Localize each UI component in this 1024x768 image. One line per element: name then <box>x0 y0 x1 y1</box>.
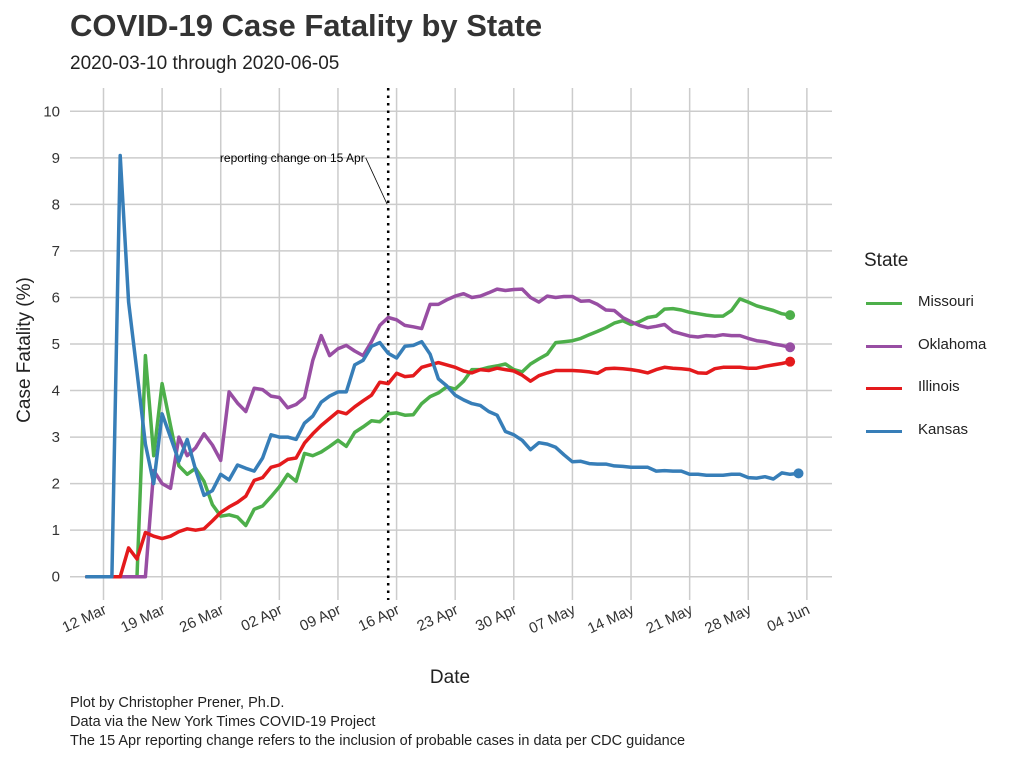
series-layer <box>84 153 804 579</box>
x-tick-label: 12 Mar <box>60 601 109 636</box>
y-tick-label: 0 <box>52 569 60 586</box>
annotation-label: reporting change on 15 Apr <box>220 151 365 165</box>
legend-swatch-kansas <box>866 430 902 433</box>
y-tick-label: 1 <box>52 522 60 539</box>
legend-swatch-missouri <box>866 302 902 305</box>
x-tick-label: 21 May <box>644 601 696 637</box>
series-line-illinois <box>84 359 792 579</box>
legend-swatch-oklahoma <box>866 345 902 348</box>
y-tick-label: 4 <box>52 383 60 400</box>
legend-label: Oklahoma <box>918 336 987 353</box>
annotation-pointer <box>365 157 388 205</box>
y-tick-label: 8 <box>52 196 60 213</box>
x-axis-label: Date <box>430 667 470 688</box>
y-tick-label: 5 <box>52 336 60 353</box>
x-tick-label: 09 Apr <box>297 601 343 635</box>
series-line-kansas <box>84 153 801 579</box>
y-axis-label: Case Fatality (%) <box>14 277 35 423</box>
legend-swatch-illinois <box>866 387 902 390</box>
x-tick-label: 02 Apr <box>239 601 285 635</box>
series-line-oklahoma <box>84 287 792 579</box>
x-tick-label: 07 May <box>526 601 578 637</box>
x-tick-label: 28 May <box>702 601 754 637</box>
x-tick-label: 26 Mar <box>177 601 226 636</box>
y-tick-label: 2 <box>52 476 60 493</box>
series-end-point-illinois <box>785 356 796 367</box>
caption-line: Data via the New York Times COVID-19 Pro… <box>70 714 376 730</box>
axis-layer: 0 1 2 3 4 5 6 7 8 9 10 12 Mar 19 Mar 26 Mar 02 Apr 09 A… <box>43 103 812 637</box>
y-tick-label: 9 <box>52 150 60 167</box>
y-tick-label: 6 <box>52 289 60 306</box>
legend-label: Kansas <box>918 421 969 438</box>
x-tick-label: 14 May <box>585 601 637 637</box>
annotation-layer: reporting change on 15 Apr <box>220 88 390 600</box>
legend-title: State <box>864 250 909 271</box>
y-tick-label: 7 <box>52 243 60 260</box>
x-tick-label: 30 Apr <box>473 601 519 635</box>
chart-title: COVID-19 Case Fatality by State <box>70 8 543 43</box>
caption-line: Plot by Christopher Prener, Ph.D. <box>70 695 285 711</box>
grid-layer <box>70 88 832 600</box>
x-tick-label: 23 Apr <box>414 601 460 635</box>
series-end-point-missouri <box>785 310 796 321</box>
series-end-point-oklahoma <box>785 342 796 353</box>
legend-label: Missouri <box>918 293 974 310</box>
chart-subtitle: 2020-03-10 through 2020-06-05 <box>70 53 340 74</box>
series-line-missouri <box>84 297 792 579</box>
x-tick-label: 16 Apr <box>356 601 402 635</box>
x-tick-label: 19 Mar <box>118 601 167 636</box>
series-end-point-kansas <box>793 468 804 479</box>
legend-label: Illinois <box>918 378 960 395</box>
y-tick-label: 10 <box>43 103 60 120</box>
y-tick-label: 3 <box>52 429 60 446</box>
x-tick-label: 04 Jun <box>765 601 813 635</box>
caption-line: The 15 Apr reporting change refers to th… <box>70 733 686 749</box>
